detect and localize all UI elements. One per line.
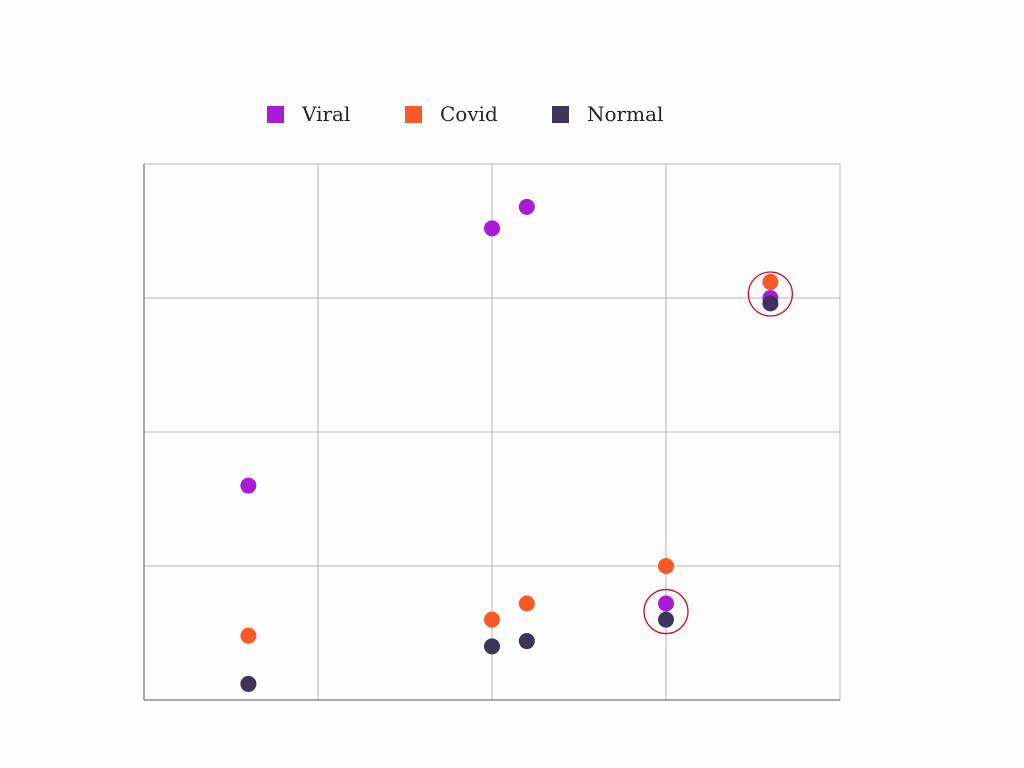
point-normal [762, 295, 779, 312]
legend-swatch [267, 106, 284, 123]
series-viral [240, 198, 779, 612]
point-normal [518, 633, 535, 650]
data-points [240, 198, 779, 692]
legend-item-normal[interactable]: Normal [552, 102, 663, 126]
point-covid [762, 273, 779, 290]
series-covid [240, 273, 779, 644]
legend-label: Viral [301, 102, 350, 126]
point-normal [484, 638, 500, 655]
legend-item-covid[interactable]: Covid [405, 102, 498, 126]
point-normal [240, 675, 257, 692]
point-covid [518, 595, 535, 612]
point-viral [240, 477, 257, 494]
legend: Viral Covid Normal [267, 102, 663, 126]
point-viral [518, 198, 535, 215]
point-covid [658, 558, 674, 574]
highlight-circle [747, 271, 794, 317]
point-covid [240, 627, 257, 644]
point-normal [658, 611, 674, 628]
point-covid [484, 611, 500, 628]
legend-swatch [405, 106, 422, 123]
legend-label: Normal [587, 102, 663, 126]
legend-label: Covid [440, 102, 498, 126]
point-viral [484, 220, 500, 237]
legend-swatch [552, 106, 569, 123]
highlight-circle [643, 588, 689, 635]
point-viral [658, 595, 674, 612]
legend-item-viral[interactable]: Viral [267, 102, 350, 126]
series-normal [240, 295, 779, 692]
annotations [643, 271, 794, 635]
